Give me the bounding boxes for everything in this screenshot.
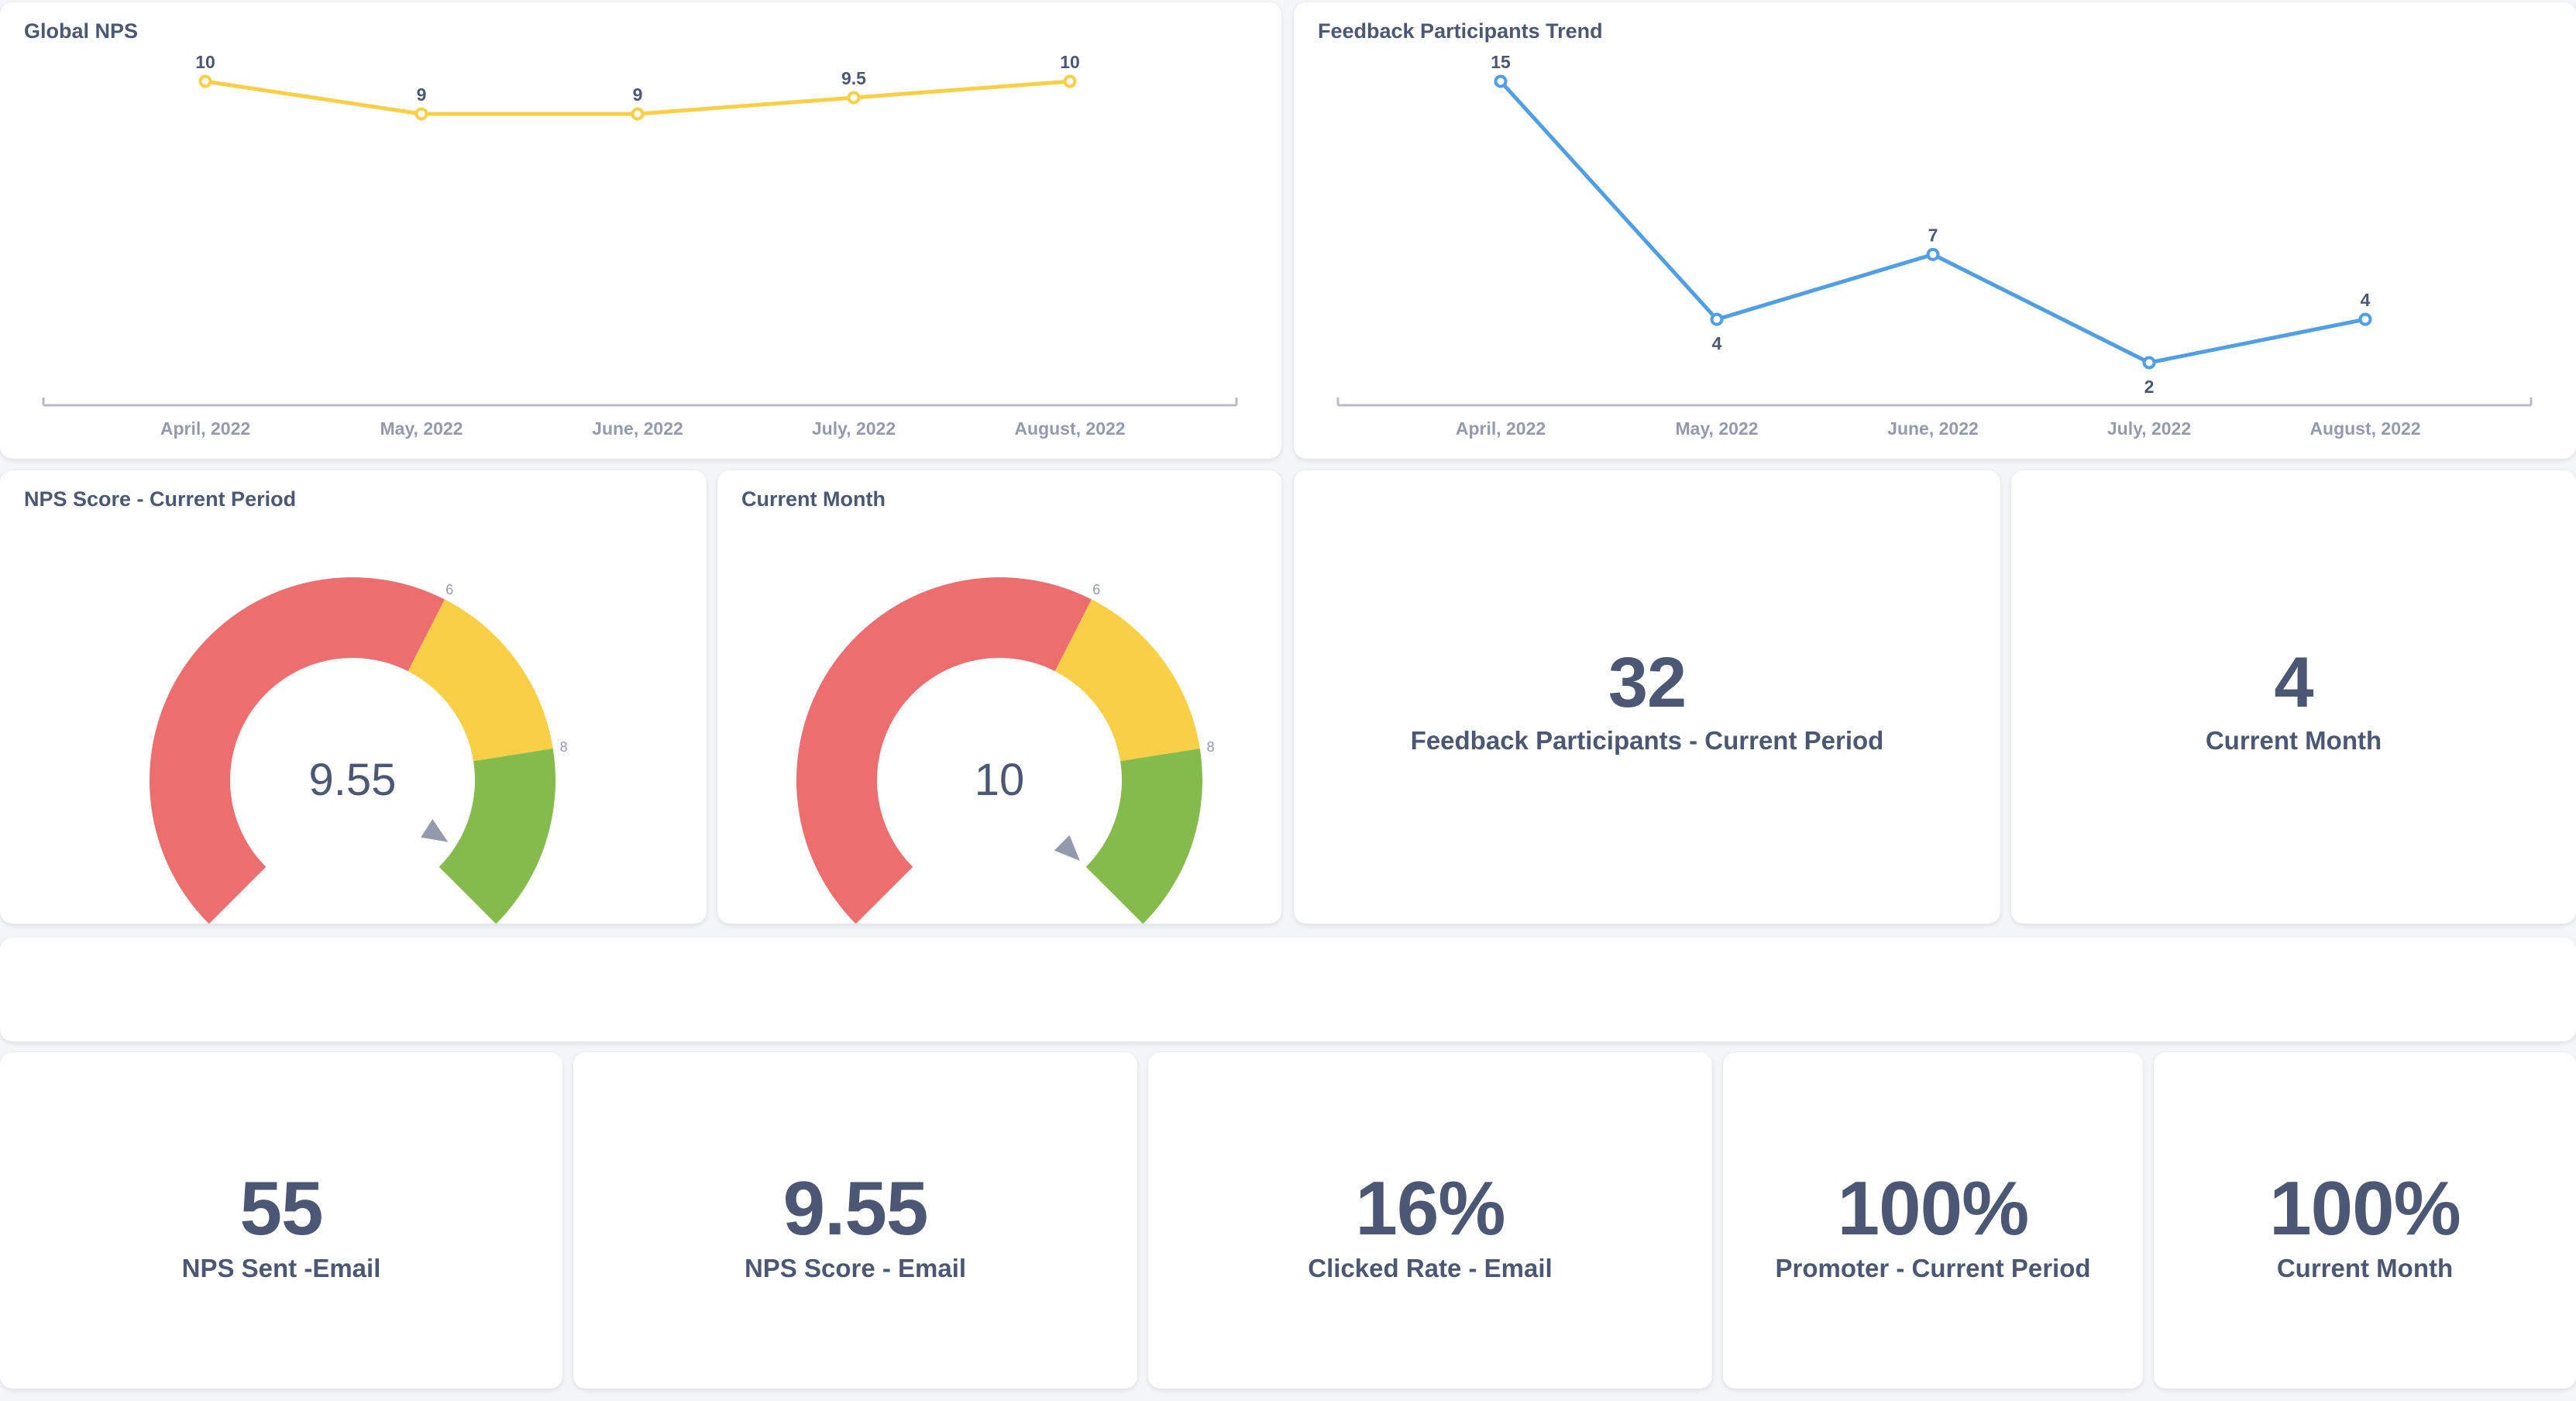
participants-trend-line-chart: 15 April, 2022 4 May, 2022 7 June, 2022 2 July,… [1336, 52, 2533, 439]
current-month-gauge-card: Current Month 0681010 [717, 470, 1281, 924]
data-point [414, 107, 428, 121]
clicked-rate-email-card: 16% Clicked Rate - Email [1148, 1052, 1712, 1389]
participants-trend-title[interactable]: Feedback Participants Trend [1318, 19, 1603, 43]
x-tick-label: April, 2022 [1456, 418, 1546, 439]
promoter-current-month-label: Current Month [2276, 1254, 2454, 1282]
nps-sent-email-label: NPS Sent -Email [181, 1254, 381, 1282]
participants-trend-card: Feedback Participants Trend 15 April, 202… [1294, 2, 2576, 459]
series-line [1499, 80, 2366, 365]
x-tick-label: June, 2022 [1887, 418, 1979, 439]
clicked-rate-email-value[interactable]: 16% [1355, 1165, 1505, 1251]
data-label: 2 [2144, 377, 2155, 397]
data-label: 9 [417, 84, 427, 105]
participants-current-period-card: 32 Feedback Participants - Current Perio… [1294, 470, 2000, 924]
participants-current-month-label: Current Month [2205, 726, 2382, 755]
data-point [1710, 312, 1724, 326]
x-tick-label: August, 2022 [2309, 418, 2420, 439]
clicked-rate-email-label: Clicked Rate - Email [1308, 1254, 1553, 1282]
gauge-segment [150, 577, 445, 924]
x-tick-label: August, 2022 [1014, 418, 1125, 439]
data-point [198, 74, 212, 88]
data-label: 7 [1928, 225, 1938, 245]
data-label: 9 [633, 84, 643, 105]
nps-score-gauge-title[interactable]: NPS Score - Current Period [24, 487, 297, 511]
data-point [2358, 312, 2372, 326]
data-point [847, 91, 861, 105]
gauge-tick-label: 6 [445, 582, 453, 597]
current-month-gauge: 0681010 [796, 577, 1215, 924]
gauge-tick-label: 8 [1207, 739, 1215, 755]
participants-current-month-card: 4 Current Month [2011, 470, 2576, 924]
x-tick-label: May, 2022 [1676, 418, 1759, 439]
nps-score-gauge: 068109.55 [150, 577, 568, 924]
gauge-needle [1050, 831, 1085, 866]
gauge-segment [1085, 749, 1202, 924]
global-nps-line-chart: 10 April, 2022 9 May, 2022 9 June, 2022 9.5 Jul… [42, 52, 1238, 439]
data-point [1063, 74, 1077, 88]
promoter-current-period-card: 100% Promoter - Current Period [1723, 1052, 2143, 1389]
nps-score-email-label: NPS Score - Email [744, 1254, 967, 1282]
gauge-segment [439, 749, 555, 924]
x-tick-label: April, 2022 [160, 418, 250, 439]
gauge-value-label: 9.55 [309, 755, 397, 805]
nps-score-gauge-card: NPS Score - Current Period 068109.55 [0, 470, 707, 924]
nps-sent-email-value[interactable]: 55 [239, 1165, 323, 1251]
data-label: 10 [195, 52, 215, 72]
data-label: 10 [1060, 52, 1080, 72]
data-point [631, 107, 645, 121]
promoter-current-month-value[interactable]: 100% [2269, 1165, 2461, 1251]
x-tick-label: May, 2022 [380, 418, 463, 439]
global-nps-card: Global NPS 10 April, 2022 9 May, 2022 9 June,… [0, 2, 1281, 459]
data-point [1926, 247, 1940, 261]
global-nps-title[interactable]: Global NPS [24, 19, 139, 43]
nps-score-email-card: 9.55 NPS Score - Email [573, 1052, 1137, 1389]
data-label: 4 [1712, 333, 1722, 353]
gauge-segment [1054, 599, 1200, 762]
gauge-segment [408, 599, 553, 762]
promoter-current-month-card: 100% Current Month [2154, 1052, 2576, 1389]
data-point [1494, 74, 1508, 88]
x-tick-label: July, 2022 [2107, 418, 2191, 439]
gauge-value-label: 10 [975, 755, 1025, 805]
promoter-current-period-value[interactable]: 100% [1837, 1165, 2030, 1251]
promoter-current-period-label: Promoter - Current Period [1775, 1254, 2091, 1282]
nps-score-email-value[interactable]: 9.55 [782, 1165, 929, 1251]
data-label: 9.5 [841, 68, 866, 88]
participants-current-period-value[interactable]: 32 [1608, 643, 1687, 722]
empty-card [0, 938, 2576, 1041]
participants-current-month-value[interactable]: 4 [2274, 643, 2313, 722]
gauge-needle [416, 814, 453, 846]
x-tick-label: July, 2022 [812, 418, 896, 439]
gauge-tick-label: 8 [560, 739, 568, 755]
participants-current-period-label: Feedback Participants - Current Period [1410, 726, 1884, 755]
data-label: 4 [2361, 290, 2371, 310]
nps-sent-email-card: 55 NPS Sent -Email [0, 1052, 562, 1389]
data-point [2142, 356, 2156, 370]
gauge-tick-label: 6 [1092, 582, 1100, 597]
data-label: 15 [1491, 52, 1511, 72]
gauge-segment [796, 577, 1092, 924]
current-month-gauge-title[interactable]: Current Month [741, 487, 886, 511]
x-tick-label: June, 2022 [592, 418, 683, 439]
